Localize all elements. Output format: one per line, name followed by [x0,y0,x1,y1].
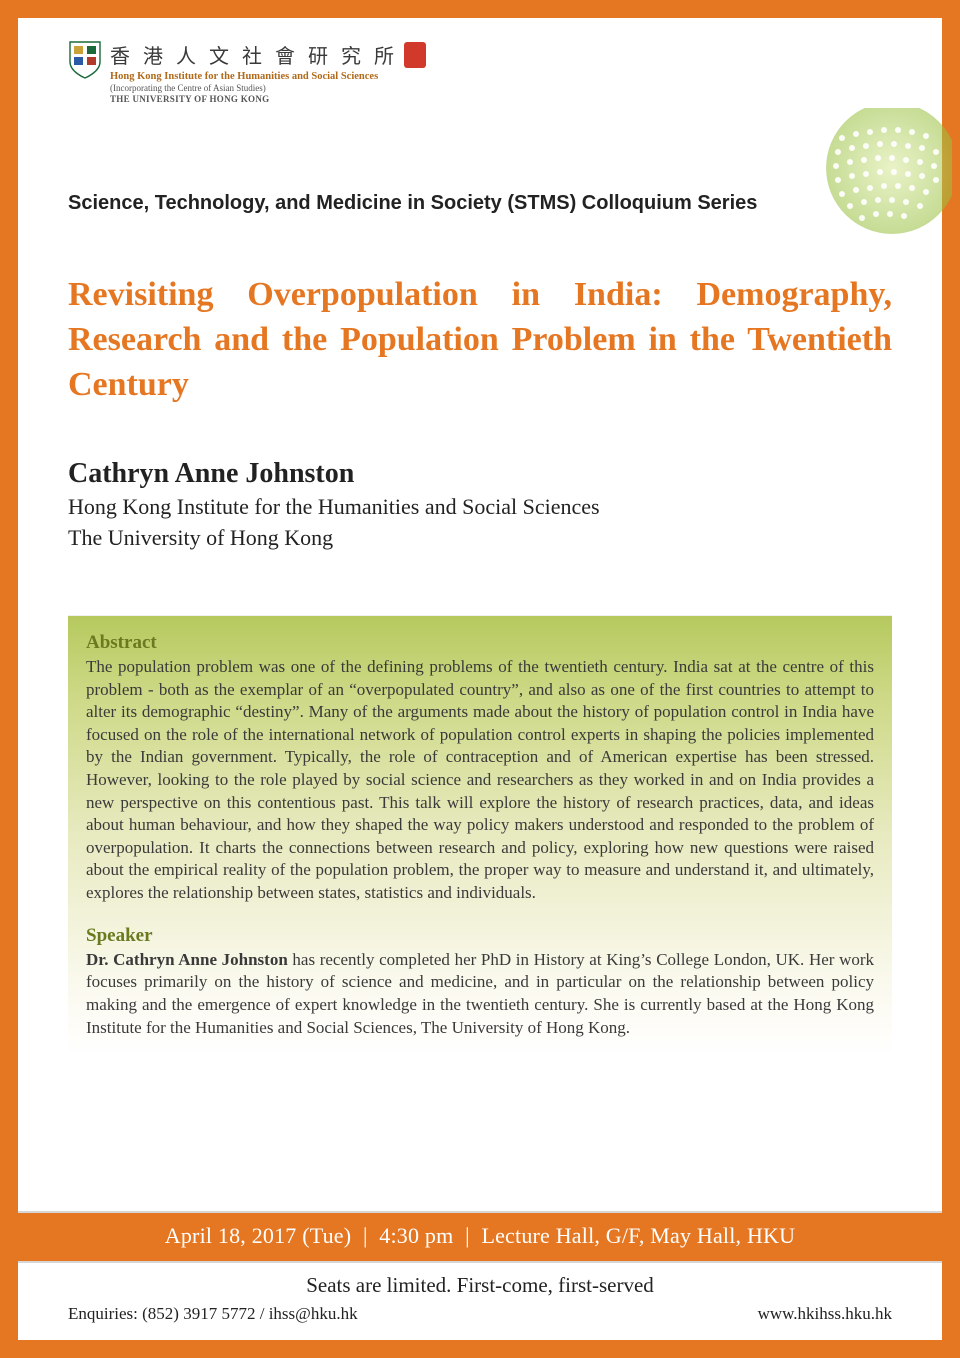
website: www.hkihss.hku.hk [758,1304,892,1324]
enquiries-label: Enquiries: [68,1304,142,1323]
abstract-heading: Abstract [86,632,874,654]
contact-row: Enquiries: (852) 3917 5772 / ihss@hku.hk… [18,1302,942,1340]
abstract-body: The population problem was one of the de… [86,656,874,905]
event-time: 4:30 pm [379,1223,453,1248]
speaker-bio-body: Dr. Cathryn Anne Johnston has recently c… [86,949,874,1039]
speaker-affiliation-2: The University of Hong Kong [68,523,892,553]
event-date: April 18, 2017 (Tue) [165,1223,352,1248]
speaker-block: Cathryn Anne Johnston Hong Kong Institut… [18,458,942,553]
seal-icon [404,42,426,68]
speaker-bio-heading: Speaker [86,925,874,947]
logo-english-line3: THE UNIVERSITY OF HONG KONG [110,94,426,104]
enquiries-phone: (852) 3917 5772 [142,1304,255,1323]
seats-note: Seats are limited. First-come, first-ser… [18,1263,942,1302]
separator-icon: | [459,1223,476,1248]
event-venue: Lecture Hall, G/F, May Hall, HKU [481,1223,795,1248]
logo-text-block: 香 港 人 文 社 會 研 究 所 Hong Kong Institute fo… [110,40,426,104]
poster-inner: 香 港 人 文 社 會 研 究 所 Hong Kong Institute fo… [18,18,942,1340]
logo-chinese: 香 港 人 文 社 會 研 究 所 [110,40,426,69]
enquiries: Enquiries: (852) 3917 5772 / ihss@hku.hk [68,1304,358,1324]
separator-icon: | [357,1223,374,1248]
speaker-name: Cathryn Anne Johnston [68,458,892,490]
footer: April 18, 2017 (Tue) | 4:30 pm | Lecture… [18,1211,942,1340]
globe-dots-icon [812,108,952,248]
speaker-bio-name: Dr. Cathryn Anne Johnston [86,950,288,969]
enquiries-email: ihss@hku.hk [269,1304,358,1323]
event-details-bar: April 18, 2017 (Tue) | 4:30 pm | Lecture… [18,1211,942,1263]
hku-shield-icon [68,40,102,80]
talk-title: Revisiting Overpopulation in India: Demo… [18,273,942,408]
speaker-affiliation-1: Hong Kong Institute for the Humanities a… [68,492,892,522]
header-area: 香 港 人 文 社 會 研 究 所 Hong Kong Institute fo… [18,18,942,188]
abstract-box: Abstract The population problem was one … [68,615,892,1057]
logo-english-line2: (Incorporating the Centre of Asian Studi… [110,83,426,93]
series-title: Science, Technology, and Medicine in Soc… [18,192,942,215]
institute-logo: 香 港 人 文 社 會 研 究 所 Hong Kong Institute fo… [68,40,892,104]
logo-english-line1: Hong Kong Institute for the Humanities a… [110,71,426,82]
logo-chinese-text: 香 港 人 文 社 會 研 究 所 [110,40,398,69]
